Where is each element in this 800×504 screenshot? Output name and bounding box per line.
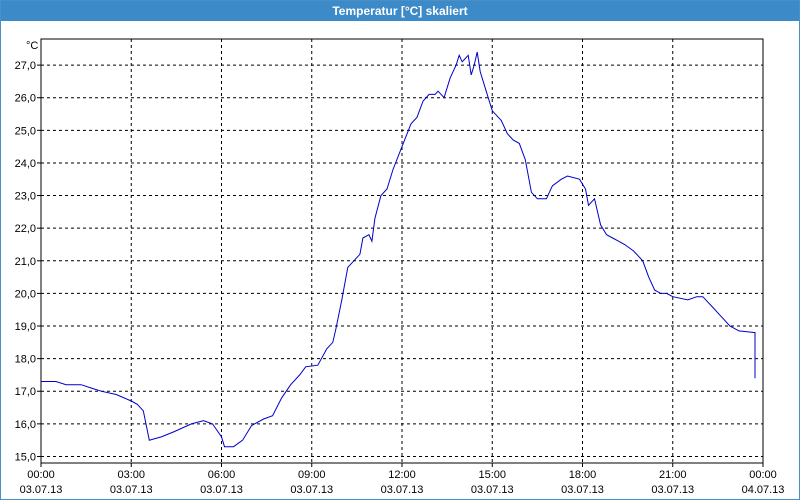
y-tick-label: 20,0	[15, 288, 36, 300]
temperature-series-line	[41, 51, 756, 448]
x-tick-time-label: 18:00	[569, 469, 597, 481]
x-tick-time-label: 15:00	[478, 469, 506, 481]
x-tick-time-label: 21:00	[659, 469, 687, 481]
x-tick-time-label: 06:00	[208, 469, 236, 481]
y-tick-label: 18,0	[15, 354, 36, 366]
x-tick-date-label: 03.07.13	[561, 484, 604, 496]
plot-frame	[40, 38, 764, 464]
y-tick-label: 19,0	[15, 321, 36, 333]
y-tick-label: 23,0	[15, 191, 36, 203]
temperature-chart: 15,0 16,0 17,0 18,0 19,0 20,0 21,0 22,0 23,0 24,0…	[15, 38, 785, 496]
x-tick-date-label: 04.07.13	[742, 484, 785, 496]
window-title: Temperatur [°C] skaliert	[1, 1, 799, 21]
x-tick-time-label: 00:00	[749, 469, 777, 481]
y-tick-label: 22,0	[15, 223, 36, 235]
y-tick-label: 25,0	[15, 125, 36, 137]
y-tick-label: 21,0	[15, 256, 36, 268]
x-tick-time-label: 00:00	[27, 469, 55, 481]
x-tick-date-label: 03.07.13	[471, 484, 514, 496]
y-tick-label: 26,0	[15, 93, 36, 105]
y-tick-label: 16,0	[15, 419, 36, 431]
x-tick-time-label: 03:00	[117, 469, 145, 481]
x-tick-date-label: 03.07.13	[110, 484, 153, 496]
y-axis-unit: °C	[26, 40, 38, 52]
x-tick-date-label: 03.07.13	[381, 484, 424, 496]
y-tick-label: 17,0	[15, 386, 36, 398]
x-tick-time-label: 12:00	[388, 469, 416, 481]
y-tick-label: 27,0	[15, 60, 36, 72]
y-tick-label: 24,0	[15, 158, 36, 170]
x-tick-date-label: 03.07.13	[20, 484, 63, 496]
x-tick-date-label: 03.07.13	[200, 484, 243, 496]
x-tick-date-label: 03.07.13	[651, 484, 694, 496]
y-tick-label: 15,0	[15, 451, 36, 463]
chart-area: 15,0 16,0 17,0 18,0 19,0 20,0 21,0 22,0 23,0 24,0…	[1, 21, 799, 499]
x-tick-date-label: 03.07.13	[290, 484, 333, 496]
x-tick-time-label: 09:00	[298, 469, 326, 481]
